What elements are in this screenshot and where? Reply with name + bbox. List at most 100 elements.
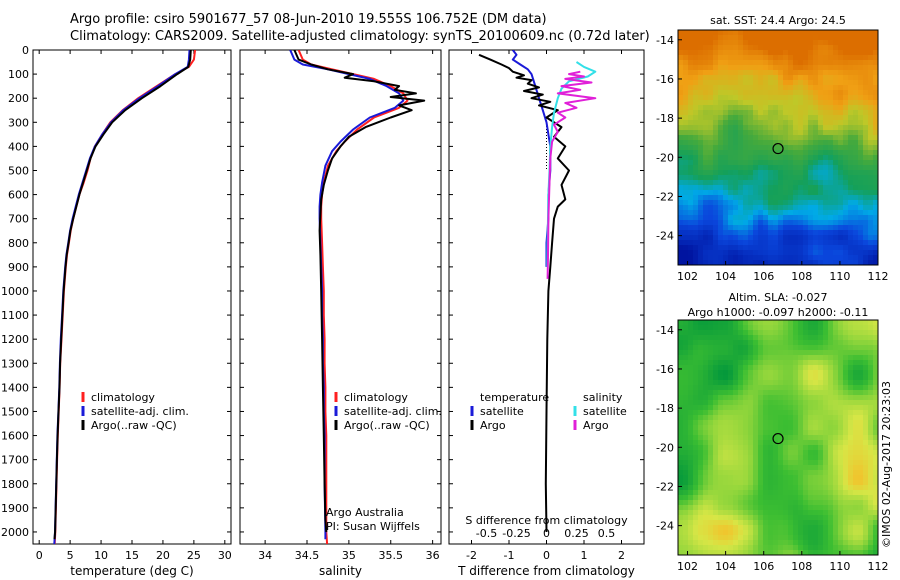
sla-heatmap-cell	[783, 450, 788, 455]
sst-heatmap-cell	[748, 110, 753, 115]
sla-heatmap-cell	[678, 485, 683, 490]
sla-heatmap-cell	[863, 550, 868, 555]
sla-heatmap-cell	[858, 525, 863, 530]
sla-heatmap-cell	[718, 480, 723, 485]
sst-heatmap-cell	[733, 60, 738, 65]
sst-heatmap-cell	[683, 145, 688, 150]
sla-heatmap-cell	[733, 490, 738, 495]
sst-heatmap-cell	[778, 35, 783, 40]
sla-heatmap-cell	[733, 445, 738, 450]
sst-heatmap-cell	[853, 50, 858, 55]
sst-heatmap-cell	[853, 45, 858, 50]
sla-heatmap-cell	[743, 545, 748, 550]
sst-heatmap-cell	[803, 240, 808, 245]
sst-heatmap-cell	[703, 210, 708, 215]
sla-heatmap-cell	[873, 540, 878, 545]
sst-heatmap-cell	[698, 55, 703, 60]
sla-heatmap-cell	[768, 495, 773, 500]
sla-heatmap-cell	[858, 340, 863, 345]
sla-heatmap-cell	[843, 405, 848, 410]
legend-label: Argo(..raw -QC)	[91, 419, 177, 432]
sst-heatmap-cell	[753, 80, 758, 85]
sla-heatmap-cell	[838, 345, 843, 350]
sst-heatmap-cell	[798, 95, 803, 100]
sst-heatmap-cell	[718, 255, 723, 260]
sst-heatmap-cell	[823, 95, 828, 100]
sla-heatmap-cell	[748, 385, 753, 390]
sla-x-tick-label: 110	[829, 560, 850, 573]
sst-heatmap-cell	[858, 115, 863, 120]
sst-heatmap-cell	[793, 240, 798, 245]
sla-heatmap-cell	[678, 320, 683, 325]
sla-heatmap-cell	[788, 530, 793, 535]
sla-heatmap-cell	[843, 370, 848, 375]
sst-heatmap-cell	[768, 105, 773, 110]
sst-heatmap-cell	[688, 150, 693, 155]
depth-tick-label: 1900	[1, 502, 29, 515]
sla-heatmap-cell	[718, 425, 723, 430]
sst-heatmap-cell	[713, 35, 718, 40]
sla-heatmap-cell	[838, 320, 843, 325]
sla-heatmap-cell	[813, 325, 818, 330]
sla-heatmap-cell	[833, 545, 838, 550]
sla-heatmap-cell	[678, 550, 683, 555]
sst-heatmap-cell	[858, 235, 863, 240]
title-line-1: Argo profile: csiro 5901677_57 08-Jun-20…	[70, 12, 547, 27]
sla-heatmap-cell	[728, 355, 733, 360]
sst-heatmap-cell	[728, 210, 733, 215]
sst-heatmap-cell	[853, 155, 858, 160]
sla-heatmap-cell	[803, 395, 808, 400]
sla-heatmap-cell	[843, 335, 848, 340]
sla-heatmap-cell	[833, 485, 838, 490]
sst-heatmap-cell	[833, 230, 838, 235]
sst-heatmap-cell	[843, 185, 848, 190]
sla-heatmap-cell	[873, 410, 878, 415]
sst-heatmap-cell	[698, 215, 703, 220]
sst-heatmap-cell	[738, 150, 743, 155]
sst-heatmap-cell	[768, 125, 773, 130]
sst-heatmap-cell	[693, 125, 698, 130]
sla-heatmap-cell	[718, 375, 723, 380]
sst-heatmap-cell	[848, 45, 853, 50]
sst-heatmap-cell	[828, 100, 833, 105]
sst-heatmap-cell	[853, 230, 858, 235]
sst-heatmap-cell	[708, 170, 713, 175]
sla-heatmap-cell	[798, 365, 803, 370]
sla-heatmap-cell	[828, 320, 833, 325]
sla-heatmap-cell	[858, 320, 863, 325]
sla-heatmap-cell	[688, 330, 693, 335]
sst-heatmap-cell	[723, 155, 728, 160]
sla-heatmap-cell	[833, 325, 838, 330]
sst-heatmap-cell	[683, 135, 688, 140]
sst-heatmap-cell	[803, 260, 808, 265]
sst-heatmap-cell	[798, 235, 803, 240]
sst-heatmap-cell	[733, 250, 738, 255]
sst-heatmap-cell	[693, 170, 698, 175]
sla-heatmap-cell	[763, 490, 768, 495]
sla-heatmap-cell	[798, 390, 803, 395]
sla-heatmap-cell	[798, 460, 803, 465]
sst-heatmap-cell	[783, 65, 788, 70]
sst-heatmap-cell	[703, 140, 708, 145]
sla-heatmap-cell	[853, 440, 858, 445]
sst-heatmap-cell	[678, 60, 683, 65]
sla-heatmap-cell	[808, 440, 813, 445]
sst-heatmap-cell	[863, 170, 868, 175]
sla-heatmap-cell	[793, 485, 798, 490]
sst-heatmap-cell	[818, 190, 823, 195]
sst-heatmap-cell	[743, 225, 748, 230]
sla-heatmap-cell	[723, 535, 728, 540]
sst-heatmap-cell	[803, 170, 808, 175]
sla-heatmap-cell	[773, 370, 778, 375]
sla-heatmap-cell	[813, 495, 818, 500]
sla-heatmap-cell	[838, 400, 843, 405]
sst-heatmap-cell	[773, 35, 778, 40]
sla-heatmap-cell	[828, 370, 833, 375]
sst-heatmap-cell	[678, 180, 683, 185]
sla-heatmap-cell	[753, 525, 758, 530]
sla-heatmap-cell	[823, 460, 828, 465]
sla-heatmap-cell	[803, 340, 808, 345]
sla-heatmap-cell	[723, 490, 728, 495]
sst-heatmap-cell	[868, 60, 873, 65]
sla-heatmap-cell	[688, 520, 693, 525]
